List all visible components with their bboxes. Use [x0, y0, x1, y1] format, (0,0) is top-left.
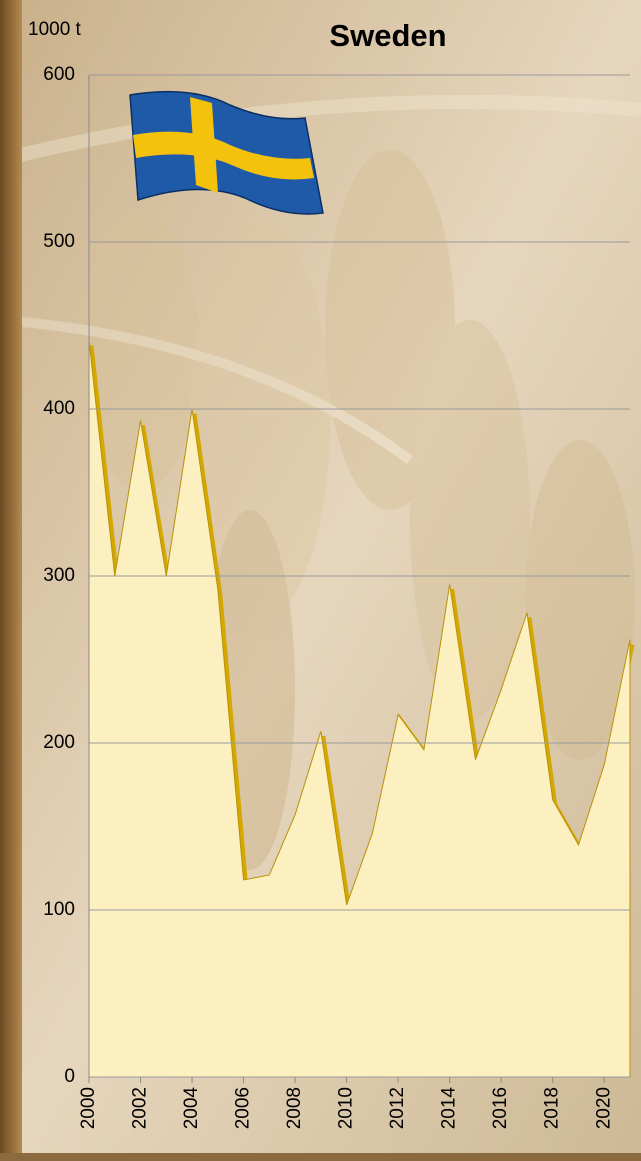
- y-tick-label: 200: [43, 732, 75, 753]
- y-tick-label: 100: [43, 899, 75, 920]
- x-tick-label: 2016: [490, 1087, 511, 1129]
- x-tick-label: 2012: [387, 1087, 408, 1129]
- x-tick-label: 2010: [336, 1087, 357, 1129]
- chart-title: Sweden: [329, 18, 446, 53]
- x-tick-label: 2020: [593, 1087, 614, 1129]
- x-tick-label: 2018: [542, 1087, 563, 1129]
- frame: [0, 1153, 641, 1161]
- y-tick-label: 600: [43, 64, 75, 85]
- x-tick-label: 2014: [439, 1087, 460, 1130]
- x-tick-label: 2008: [284, 1087, 305, 1129]
- chart: Sweden 1000 t 0 100 200 300 400 500 600 2000 200…: [0, 0, 641, 1161]
- y-tick-label: 400: [43, 398, 75, 419]
- y-tick-label: 0: [64, 1066, 75, 1087]
- frame: [0, 0, 22, 1161]
- x-tick-label: 2000: [78, 1087, 99, 1129]
- x-tick-label: 2006: [233, 1087, 254, 1129]
- x-tick-label: 2004: [181, 1087, 202, 1130]
- x-tick-label: 2002: [130, 1087, 151, 1129]
- y-tick-label: 300: [43, 565, 75, 586]
- y-axis-label: 1000 t: [28, 19, 82, 40]
- y-tick-label: 500: [43, 231, 75, 252]
